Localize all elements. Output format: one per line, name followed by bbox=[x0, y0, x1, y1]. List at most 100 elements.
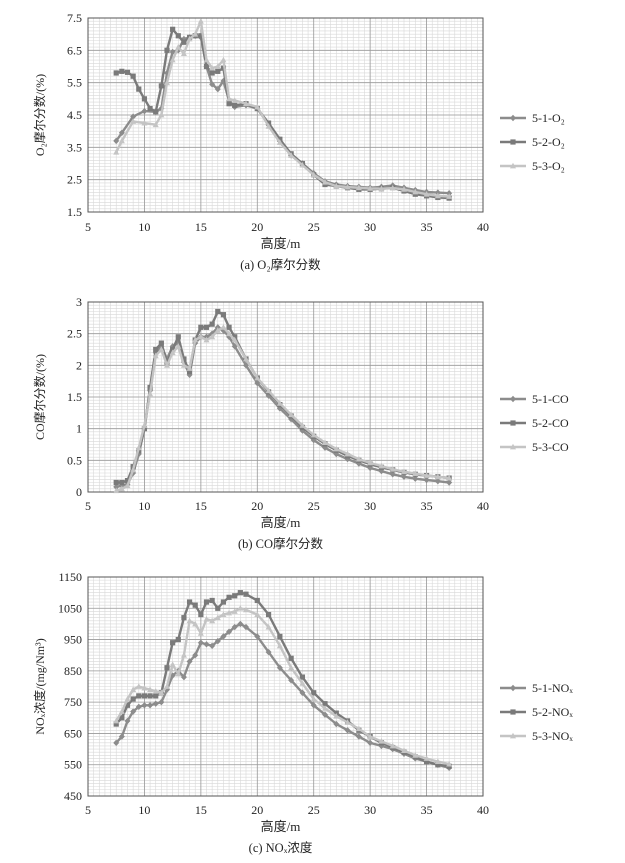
data-point bbox=[153, 693, 159, 699]
data-point bbox=[412, 752, 419, 758]
data-point bbox=[209, 617, 216, 624]
data-point bbox=[209, 597, 215, 604]
series-line bbox=[115, 591, 450, 768]
data-point bbox=[164, 79, 170, 86]
data-point bbox=[355, 455, 362, 462]
x-tick-label: 30 bbox=[364, 220, 376, 234]
data-point bbox=[170, 26, 176, 32]
data-point bbox=[158, 698, 165, 706]
legend-marker bbox=[510, 420, 516, 426]
legend-label: 5-2-CO bbox=[532, 416, 569, 430]
x-axis-label: 高度/m bbox=[261, 819, 301, 834]
data-point bbox=[276, 664, 283, 671]
plot-frame bbox=[87, 576, 484, 797]
data-point bbox=[186, 35, 193, 42]
legend-label: 5-2-NOₓ bbox=[532, 705, 573, 719]
data-point bbox=[152, 687, 159, 694]
data-point bbox=[434, 473, 441, 480]
x-axis-label: 高度/m bbox=[261, 236, 301, 251]
data-point bbox=[412, 470, 419, 477]
data-point bbox=[401, 747, 407, 754]
data-point bbox=[130, 696, 136, 702]
x-tick-label: 35 bbox=[421, 220, 433, 234]
data-point bbox=[203, 324, 210, 330]
data-point bbox=[118, 129, 125, 136]
data-point bbox=[130, 466, 137, 473]
data-point bbox=[158, 111, 165, 118]
data-point bbox=[434, 192, 441, 199]
data-point bbox=[243, 591, 249, 597]
x-tick-label: 40 bbox=[477, 220, 489, 234]
data-point bbox=[203, 616, 210, 622]
data-point bbox=[113, 479, 119, 486]
data-point bbox=[344, 450, 351, 457]
data-point bbox=[310, 171, 317, 178]
y-tick-label: 4.5 bbox=[67, 108, 82, 122]
data-point bbox=[192, 620, 199, 627]
data-point bbox=[299, 161, 306, 168]
data-point bbox=[169, 672, 176, 679]
y-tick-label: 1050 bbox=[58, 601, 82, 615]
data-point bbox=[135, 444, 142, 451]
y-tick-label: 2.5 bbox=[67, 327, 82, 341]
data-point bbox=[367, 459, 374, 466]
data-point bbox=[423, 472, 430, 478]
series-2 bbox=[113, 26, 452, 201]
data-point bbox=[130, 708, 137, 715]
data-point bbox=[153, 346, 159, 353]
data-point bbox=[265, 611, 272, 618]
data-point bbox=[434, 758, 441, 764]
data-point bbox=[152, 121, 159, 128]
x-axis-label: 高度/m bbox=[261, 515, 301, 530]
data-point bbox=[423, 755, 430, 761]
data-point bbox=[299, 422, 306, 428]
data-point bbox=[147, 105, 153, 112]
panel-caption: (c) NOₓ浓度 bbox=[249, 840, 313, 855]
legend: 5-1-NOₓ 5-2-NOₓ 5-3-NOₓ bbox=[500, 681, 573, 743]
data-point bbox=[215, 68, 221, 74]
data-point bbox=[378, 462, 385, 469]
x-tick-label: 15 bbox=[195, 803, 207, 817]
legend-label: 5-3-NOₓ bbox=[532, 729, 573, 743]
x-tick-label: 40 bbox=[477, 499, 489, 513]
data-point bbox=[378, 738, 385, 744]
data-point bbox=[158, 83, 164, 89]
y-tick-label: 6.5 bbox=[67, 43, 82, 57]
y-tick-label: 1.5 bbox=[67, 390, 82, 404]
data-point bbox=[175, 343, 182, 349]
data-point bbox=[119, 479, 125, 486]
data-point bbox=[130, 73, 136, 79]
data-point bbox=[158, 340, 164, 346]
data-point bbox=[232, 593, 238, 599]
data-point bbox=[254, 597, 260, 604]
legend-item: 5-3-CO bbox=[500, 440, 569, 454]
data-point bbox=[401, 473, 407, 480]
data-point bbox=[423, 758, 430, 765]
data-point bbox=[118, 733, 125, 740]
data-point bbox=[113, 717, 120, 724]
x-tick-label: 20 bbox=[251, 220, 263, 234]
y-axis-label: NOₓ浓度/(mg/Nm³) bbox=[32, 638, 47, 734]
data-point bbox=[378, 185, 385, 192]
data-point bbox=[243, 355, 249, 362]
data-point bbox=[265, 120, 272, 126]
data-point bbox=[299, 680, 306, 686]
data-point bbox=[180, 35, 187, 43]
data-point bbox=[333, 182, 340, 189]
y-tick-label: 2.5 bbox=[67, 173, 82, 187]
data-point bbox=[214, 614, 221, 621]
y-tick-label: 1.5 bbox=[67, 205, 82, 219]
y-tick-label: 2 bbox=[76, 358, 82, 372]
legend-label: 5-1-CO bbox=[532, 392, 569, 406]
legend-label: 5-3-O₂ bbox=[532, 159, 565, 173]
data-point bbox=[243, 606, 249, 613]
data-point bbox=[180, 362, 187, 368]
panel-caption: (b) CO摩尔分数 bbox=[238, 536, 324, 551]
data-point bbox=[203, 63, 210, 70]
data-point bbox=[209, 64, 216, 71]
data-point bbox=[214, 637, 221, 645]
x-tick-label: 10 bbox=[138, 499, 150, 513]
data-point bbox=[344, 727, 351, 734]
data-point bbox=[192, 336, 199, 343]
data-point bbox=[136, 693, 142, 699]
